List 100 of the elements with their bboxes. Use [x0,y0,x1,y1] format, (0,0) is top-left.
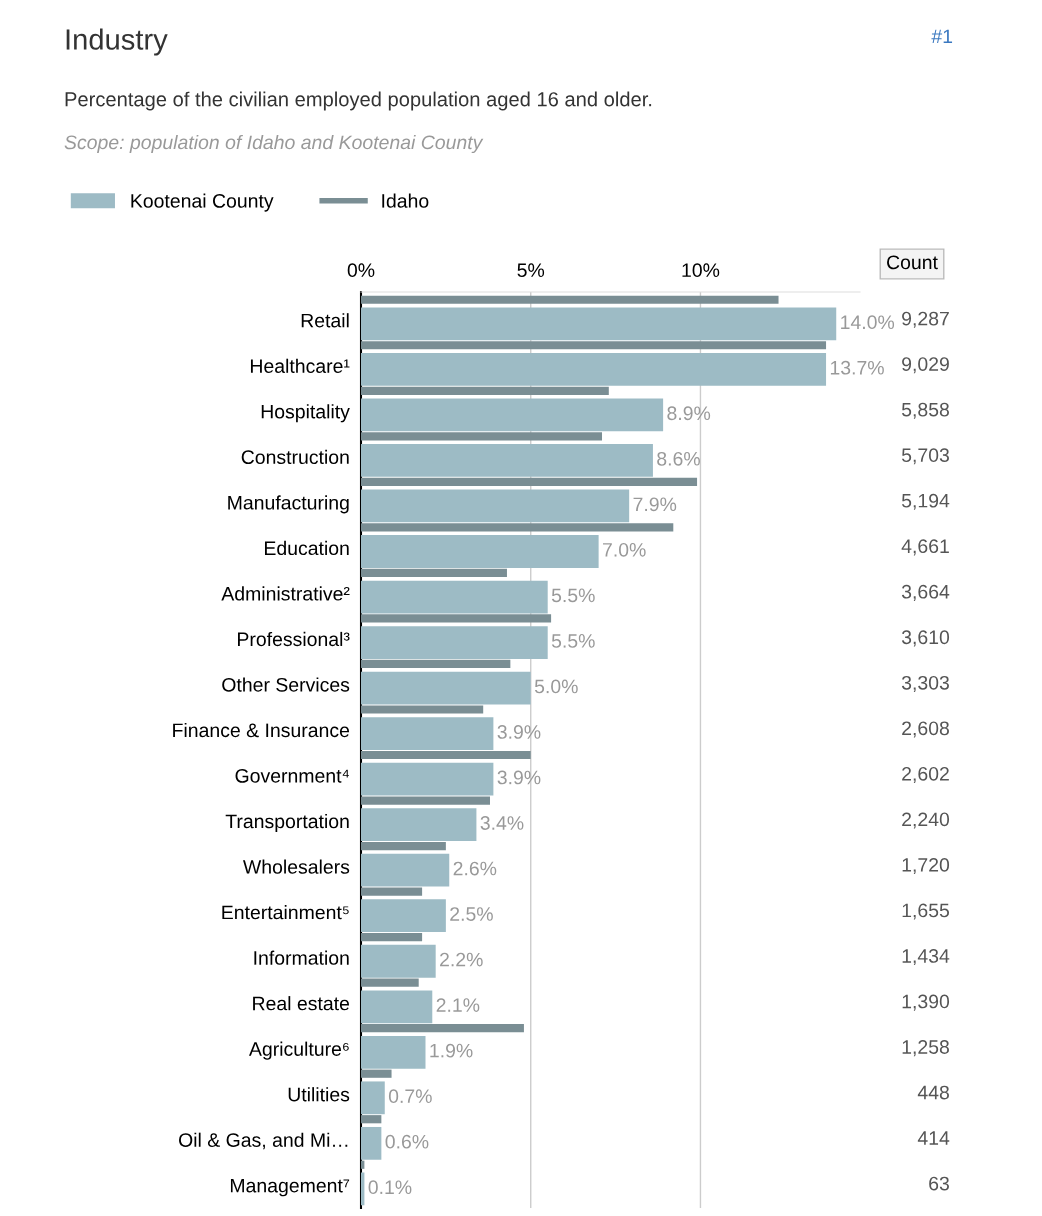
bar [361,853,450,887]
bar [361,295,779,304]
data-label: 5.5% [551,634,595,648]
bar [361,307,837,341]
y-tick-label: Real estate [253,996,350,1011]
bar [361,535,599,568]
bar [361,568,507,577]
text: 9,287 [902,311,949,328]
data-label: 2.5% [450,907,493,921]
bar [361,762,494,796]
bar [361,489,630,523]
y-tick-label: Information [254,950,349,965]
bar [361,717,494,750]
text: Industry [66,28,168,56]
bar [361,659,511,669]
data-label: 14.0% [841,315,895,330]
text: 448 [917,1085,949,1100]
text: 3,664 [901,584,950,601]
y-tick-label: Construction [241,449,349,465]
text: 5,858 [901,402,949,419]
legend-label: Kootenai County [131,193,274,212]
data-label: 0.7% [388,1089,432,1104]
x-tick-label: 5% [517,263,545,278]
data-label: 7.0% [603,542,646,557]
y-tick-label: Utilities [288,1087,350,1102]
bar [361,1069,392,1078]
bar [361,1081,385,1115]
text: 63 [929,1176,949,1191]
y-tick-label: Retail [301,313,349,328]
y-tick-label: Agriculture⁶ [248,1041,349,1060]
text: 2,602 [902,766,949,784]
bar [361,398,664,432]
y-tick-label: Manufacturing [228,495,349,514]
data-label: 3.9% [497,725,541,739]
data-label: 3.4% [480,816,524,830]
bar [361,750,531,760]
bar [361,341,827,350]
x-tick-label: 10% [682,263,720,278]
data-label: 7.9% [633,497,677,512]
bar [361,887,423,896]
text: 1,390 [902,994,950,1011]
bar [361,477,698,486]
text: 4,661 [901,539,949,556]
y-tick-label: Education [265,540,349,556]
x-tick-label: 0% [347,263,375,278]
y-tick-label: Professional³ [238,631,350,647]
text: 1,258 [902,1040,949,1057]
y-tick-label: Entertainment⁵ [222,905,349,920]
bar [361,899,446,933]
chart-subtitle: Percentage of the civilian employed population aged 16 and older. [65,91,652,111]
text: 5,703 [901,448,949,465]
data-label: 2.6% [453,861,497,876]
bar [361,1115,382,1124]
text: Count [887,255,938,270]
bar [361,1035,426,1069]
bar [361,808,477,842]
bar [361,933,423,942]
text: 414 [917,1131,950,1145]
data-label: 0.1% [368,1180,412,1195]
data-label: 3.9% [497,770,541,785]
y-tick-label: Management⁷ [230,1178,350,1197]
y-tick-label: Hospitality [261,404,350,423]
bar [361,523,674,532]
text: 1,434 [902,949,950,966]
y-tick-label: Finance & Insurance [173,722,350,738]
data-label: 1.9% [430,1043,473,1058]
text: 2,240 [902,812,950,829]
text: 1,720 [902,858,950,875]
text: Scope: population of Idaho and Kootenai County [64,134,484,154]
y-tick-label: Other Services [222,677,350,692]
bar [361,671,531,705]
data-label: 5.5% [551,588,595,603]
data-label: 8.9% [667,406,711,421]
data-label: 8.6% [657,451,700,466]
data-label: 0.6% [385,1134,429,1149]
bar [361,580,548,614]
text: 3,610 [901,630,950,647]
y-tick-label: Oil & Gas, and Mi… [179,1132,348,1150]
bar [361,432,603,441]
bar [361,1126,382,1160]
data-label: 2.1% [436,998,480,1012]
y-tick-label: Government⁴ [235,768,349,783]
y-tick-label: Administrative² [221,586,350,601]
bar [361,614,552,623]
bar [361,626,548,659]
bar [361,705,484,714]
text: #1 [931,29,953,44]
y-tick-label: Healthcare¹ [250,358,350,373]
y-tick-label: Transportation [225,813,349,833]
bar [361,990,433,1024]
text: 1,655 [902,903,950,920]
text: 5,194 [901,493,950,510]
bar [361,944,436,978]
bar [361,796,490,805]
data-label: 2.2% [440,952,483,967]
text: 9,029 [902,357,949,374]
bar [361,1024,524,1033]
text: 3,303 [901,675,949,692]
data-label: 5.0% [534,679,578,694]
data-label: 13.7% [830,360,884,375]
